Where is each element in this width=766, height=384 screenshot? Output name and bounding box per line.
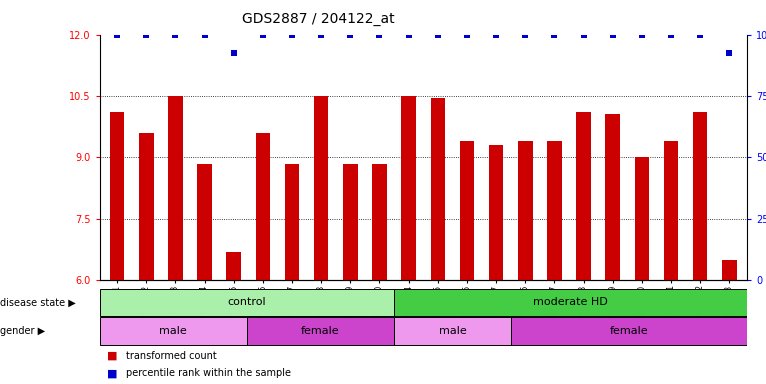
Bar (394, 289, 747, 316)
Point (344, 31, 356, 38)
Bar (168, 96, 182, 280)
Point (461, 31, 473, 38)
Bar (430, 98, 445, 280)
Point (432, 31, 444, 38)
Bar (285, 164, 300, 280)
Bar (372, 164, 387, 280)
Point (548, 31, 561, 38)
Point (607, 31, 619, 38)
Point (694, 31, 706, 38)
Point (636, 31, 648, 38)
Point (723, 50, 735, 56)
Bar (518, 141, 532, 280)
Bar (460, 141, 474, 280)
Point (402, 31, 414, 38)
Point (315, 31, 327, 38)
Bar (634, 157, 649, 280)
Bar (605, 114, 620, 280)
Point (257, 31, 269, 38)
Point (578, 31, 590, 38)
Bar (576, 113, 591, 280)
Bar (343, 164, 358, 280)
Text: gender ▶: gender ▶ (0, 326, 45, 336)
Bar (110, 113, 124, 280)
Point (665, 31, 677, 38)
Bar (247, 317, 394, 345)
Point (198, 31, 211, 38)
Point (228, 50, 240, 56)
Point (140, 31, 152, 38)
Point (490, 31, 502, 38)
Text: female: female (301, 326, 339, 336)
Point (111, 31, 123, 38)
Text: female: female (610, 326, 649, 336)
Point (373, 31, 385, 38)
Bar (664, 141, 679, 280)
Bar (489, 145, 503, 280)
Point (286, 31, 298, 38)
Bar (100, 317, 247, 345)
Text: moderate HD: moderate HD (533, 297, 607, 308)
Bar (722, 260, 737, 280)
Bar (256, 133, 270, 280)
Bar (139, 133, 153, 280)
Bar (394, 317, 512, 345)
Bar (512, 317, 747, 345)
Bar (100, 289, 394, 316)
Text: GDS2887 / 204122_at: GDS2887 / 204122_at (242, 12, 394, 25)
Point (519, 31, 532, 38)
Text: percentile rank within the sample: percentile rank within the sample (126, 368, 291, 378)
Bar (693, 113, 708, 280)
Bar (547, 141, 561, 280)
Text: male: male (159, 326, 187, 336)
Text: ■: ■ (107, 351, 118, 361)
Text: ■: ■ (107, 368, 118, 378)
Bar (227, 252, 241, 280)
Text: disease state ▶: disease state ▶ (0, 297, 76, 308)
Bar (401, 96, 416, 280)
Text: male: male (439, 326, 466, 336)
Text: control: control (228, 297, 266, 308)
Bar (314, 96, 329, 280)
Text: transformed count: transformed count (126, 351, 217, 361)
Bar (198, 164, 212, 280)
Point (169, 31, 182, 38)
